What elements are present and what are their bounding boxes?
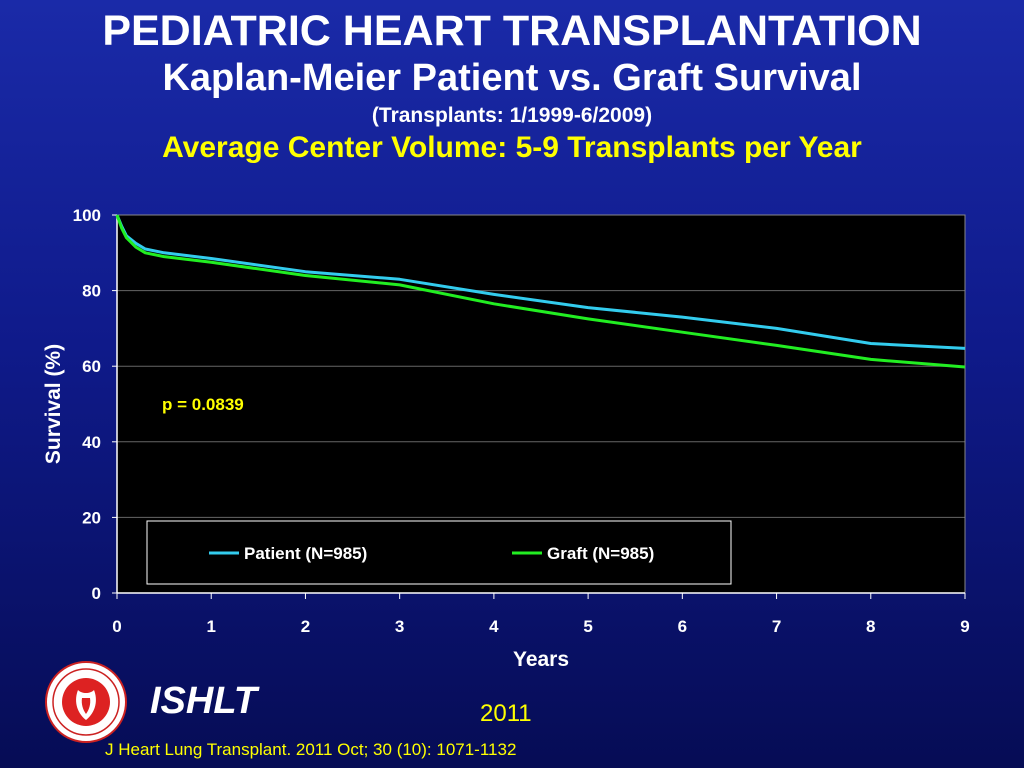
publication-year: 2011 (480, 700, 532, 727)
x-axis-title: Years (513, 648, 569, 671)
journal-citation: J Heart Lung Transplant. 2011 Oct; 30 (1… (105, 740, 517, 759)
x-tick-label: 2 (301, 617, 310, 636)
graft-survival-line (115, 214, 966, 369)
x-tick-label: 7 (772, 617, 781, 636)
patient-survival-line (115, 214, 966, 350)
slide-title-block: PEDIATRIC HEART TRANSPLANTATION Kaplan-M… (0, 6, 1024, 166)
ishlt-logo-text: ISHLT (150, 680, 257, 722)
y-tick-label: 80 (82, 282, 101, 301)
slide-subtitle: Kaplan-Meier Patient vs. Graft Survival (162, 57, 862, 99)
legend-box (146, 520, 732, 585)
x-tick-label: 6 (678, 617, 687, 636)
p-value-annotation: p = 0.0839 (162, 395, 244, 414)
x-tick-label: 3 (395, 617, 404, 636)
slide-title: PEDIATRIC HEART TRANSPLANTATION (102, 7, 922, 55)
date-range: (Transplants: 1/1999-6/2009) (371, 104, 653, 127)
y-tick-label: 40 (82, 433, 101, 452)
x-tick-label: 5 (583, 617, 592, 636)
center-volume-heading: Average Center Volume: 5-9 Transplants p… (162, 131, 862, 164)
x-tick-label: 0 (112, 617, 121, 636)
y-tick-label: 20 (82, 508, 101, 527)
x-tick-label: 1 (206, 617, 215, 636)
ishlt-seal-logo (45, 661, 127, 743)
y-tick-label: 0 (92, 584, 101, 603)
x-tick-label: 8 (866, 617, 875, 636)
x-tick-label: 9 (960, 617, 969, 636)
legend-label: Graft (N=985) (547, 544, 654, 563)
x-tick-label: 4 (489, 617, 499, 636)
y-tick-label: 60 (82, 357, 101, 376)
legend-label: Patient (N=985) (244, 544, 367, 563)
y-tick-label: 100 (73, 206, 101, 225)
y-axis-title: Survival (%) (42, 344, 65, 464)
